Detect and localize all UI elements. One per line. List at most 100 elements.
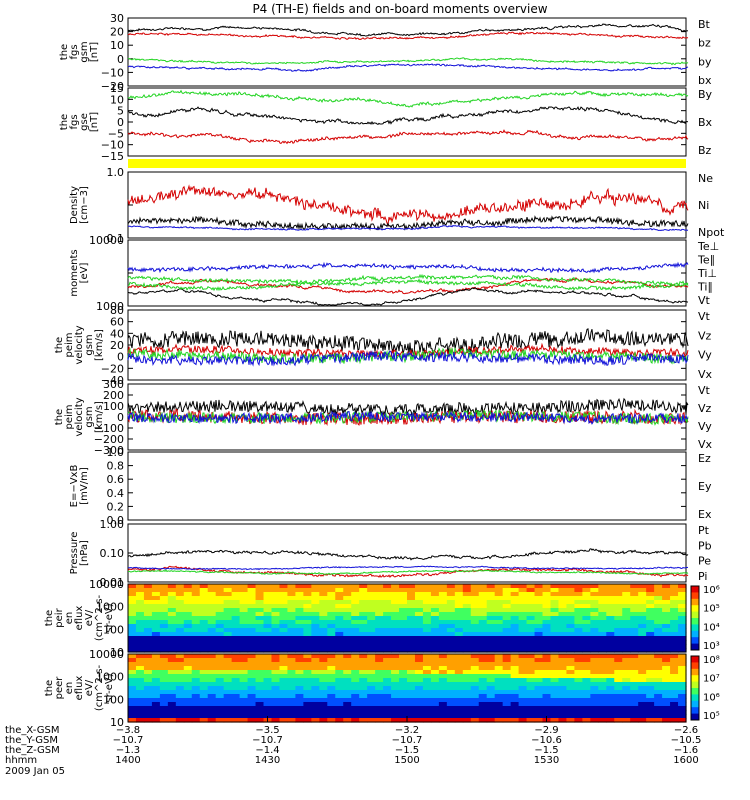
heatmap-cell <box>446 604 456 609</box>
heatmap-cell <box>247 632 257 637</box>
heatmap-cell <box>662 674 671 679</box>
heatmap-cell <box>582 710 591 715</box>
heatmap-cell <box>135 604 145 609</box>
heatmap-cell <box>303 608 312 613</box>
heatmap-cell <box>566 600 575 605</box>
heatmap-cell <box>223 644 233 649</box>
colorbar-label: 10⁵ <box>703 711 720 722</box>
heatmap-cell <box>151 674 161 679</box>
heatmap-cell <box>414 670 424 675</box>
axis-tick-Z: −1.6 <box>674 745 698 756</box>
heatmap-cell <box>414 686 424 691</box>
heatmap-cell <box>446 644 456 649</box>
heatmap-cell <box>422 612 432 617</box>
heatmap-cell <box>510 698 520 703</box>
heatmap-cell <box>143 710 153 715</box>
heatmap-cell <box>295 648 304 653</box>
heatmap-cell <box>135 690 145 695</box>
heatmap-cell <box>630 686 639 691</box>
heatmap-cell <box>422 604 432 609</box>
axis-tick-hhmm: 1600 <box>673 755 698 766</box>
heatmap-cell <box>430 612 440 617</box>
heatmap-cell <box>654 698 663 703</box>
heatmap-cell <box>359 636 368 641</box>
heatmap-cell <box>263 616 273 621</box>
heatmap-cell <box>239 706 249 711</box>
heatmap-cell <box>414 588 424 593</box>
heatmap-cell <box>502 694 512 699</box>
heatmap-cell <box>566 674 575 679</box>
heatmap-cell <box>375 698 384 703</box>
heatmap-cell <box>303 670 312 675</box>
axis-tick-X: −3.5 <box>255 725 279 736</box>
heatmap-cell <box>470 694 480 699</box>
heatmap-cell <box>311 694 320 699</box>
heatmap-cell <box>128 604 137 609</box>
heatmap-cell <box>391 686 400 691</box>
heatmap-cell <box>311 648 320 653</box>
colorbar-cell <box>691 592 699 600</box>
heatmap-cell <box>622 686 631 691</box>
heatmap-cell <box>454 608 464 613</box>
heatmap-cell <box>470 620 480 625</box>
heatmap-cell <box>422 678 432 683</box>
heatmap-cell <box>287 632 296 637</box>
heatmap-cell <box>622 584 631 589</box>
heatmap-cell <box>407 682 416 687</box>
heatmap-cell <box>518 702 528 707</box>
heatmap-cell <box>263 678 273 683</box>
heatmap-cell <box>167 648 177 653</box>
heatmap-cell <box>582 706 591 711</box>
heatmap-cell <box>128 702 137 707</box>
heatmap-cell <box>478 698 488 703</box>
heatmap-cell <box>454 648 464 653</box>
heatmap-cell <box>199 698 209 703</box>
heatmap-cell <box>670 702 679 707</box>
heatmap-cell <box>622 698 631 703</box>
heatmap-cell <box>279 706 289 711</box>
heatmap-cell <box>422 710 432 715</box>
heatmap-cell <box>438 678 448 683</box>
heatmap-cell <box>383 714 392 719</box>
heatmap-cell <box>454 588 464 593</box>
heatmap-cell <box>646 628 655 633</box>
heatmap-cell <box>590 624 599 629</box>
heatmap-cell <box>438 588 448 593</box>
heatmap-cell <box>343 636 352 641</box>
heatmap-cell <box>207 604 217 609</box>
heatmap-cell <box>582 690 591 695</box>
heatmap-cell <box>446 662 456 667</box>
legend-Vt: Vt <box>698 384 711 397</box>
heatmap-cell <box>462 702 472 707</box>
heatmap-cell <box>518 678 528 683</box>
heatmap-cell <box>231 588 241 593</box>
heatmap-cell <box>422 686 432 691</box>
heatmap-cell <box>383 632 392 637</box>
heatmap-cell <box>175 666 185 671</box>
heatmap-cell <box>231 702 241 707</box>
heatmap-cell <box>375 654 384 659</box>
heatmap-cell <box>183 690 193 695</box>
colorbar-cell <box>691 605 699 613</box>
heatmap-cell <box>287 624 296 629</box>
heatmap-cell <box>486 658 496 663</box>
legend-Vt: Vt <box>698 310 711 323</box>
heatmap-cell <box>414 658 424 663</box>
heatmap-cell <box>343 632 352 637</box>
heatmap-cell <box>247 636 257 641</box>
heatmap-cell <box>542 636 552 641</box>
heatmap-cell <box>255 588 265 593</box>
heatmap-cell <box>534 592 544 597</box>
heatmap-cell <box>399 686 408 691</box>
heatmap-cell <box>662 710 671 715</box>
heatmap-cell <box>542 616 552 621</box>
heatmap-cell <box>207 654 217 659</box>
heatmap-cell <box>662 588 671 593</box>
heatmap-cell <box>430 706 440 711</box>
heatmap-cell <box>223 624 233 629</box>
heatmap-cell <box>215 702 225 707</box>
heatmap-cell <box>327 698 336 703</box>
heatmap-cell <box>343 608 352 613</box>
heatmap-cell <box>128 654 137 659</box>
